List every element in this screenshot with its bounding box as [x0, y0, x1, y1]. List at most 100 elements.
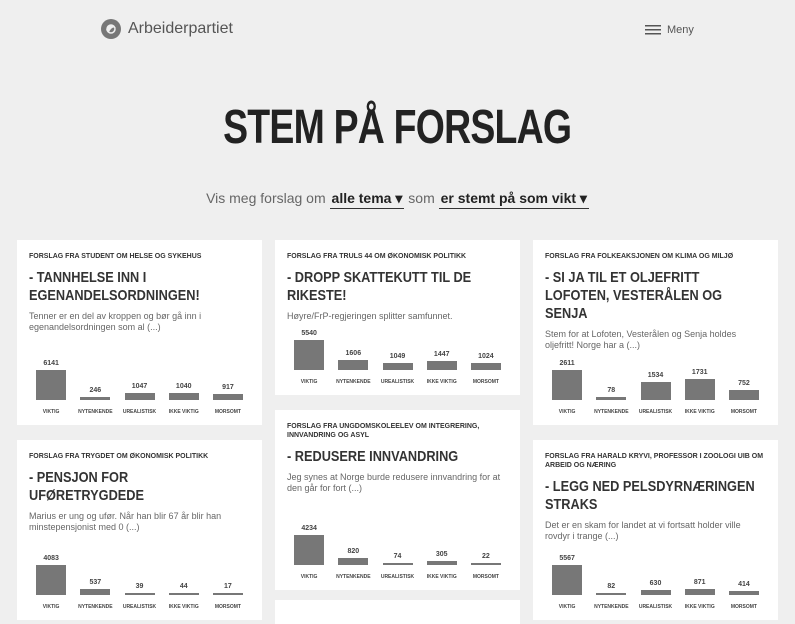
proposal-title: - REDUSERE INNVANDRING	[287, 448, 459, 465]
vote-count: 537	[89, 579, 102, 587]
vote-count: 1047	[131, 383, 148, 391]
page-title: STEM PÅ FORSLAG	[0, 100, 795, 155]
vote-label: NYTENKENDE	[78, 409, 113, 415]
about-label: OM	[751, 453, 764, 460]
vote-count: 5567	[559, 555, 575, 562]
vote-count: 44	[179, 582, 188, 590]
topic: HELSE OG SYKEHUS	[129, 253, 202, 260]
proposal-card[interactable]: FORSLAG FRA STUDENT OM HELSE OG SYKEHUS -…	[17, 240, 262, 425]
vote-bar	[640, 381, 671, 400]
vote-column: 1447 IKKE VIKTIG	[420, 313, 464, 385]
vote-label: NYTENKENDE	[336, 379, 371, 385]
proposal-card[interactable]: FORSLAG FRA TRYGDET OM ØKONOMISK POLITIK…	[17, 440, 262, 620]
vote-label: IKKE VIKTIG	[168, 604, 199, 610]
vote-label: IKKE VIKTIG	[168, 409, 199, 415]
filter-prefix: Vis meg forslag om	[206, 190, 326, 206]
menu-button[interactable]: Meny	[645, 24, 694, 36]
vote-label: UREALISTISK	[638, 409, 673, 415]
vote-bar	[596, 397, 627, 400]
vote-bar	[470, 562, 501, 565]
proposal-card[interactable]: FORSLAG FRA HARALD KRYVI, PROFESSOR I ZO…	[533, 440, 778, 620]
vote-column: 820 NYTENKENDE	[331, 508, 375, 580]
vote-label: VIKTIG	[558, 604, 576, 610]
vote-bar	[684, 588, 715, 595]
vote-column: 752 MORSOMT	[722, 343, 766, 415]
vote-chart: 6141 VIKTIG 246 NYTENKENDE 1047 UREALISTISK 10…	[29, 343, 250, 415]
vote-count: 17	[224, 582, 232, 590]
vote-count: 4083	[43, 555, 59, 562]
topic: ØKONOMISK POLITIKK	[129, 453, 209, 460]
proposal-source: FORSLAG FRA FOLKEAKSJONEN OM KLIMA OG MI…	[545, 252, 766, 261]
proposal-card[interactable]: FORSLAG FRA FOLKEAKSJONEN OM KLIMA OG MI…	[533, 240, 778, 425]
vote-count: 246	[89, 386, 102, 394]
vote-label: MORSOMT	[214, 409, 241, 415]
proposal-source: FORSLAG FRA UNGDOMSKOLEELEV OM INTEGRERI…	[287, 422, 508, 440]
proposal-source: FORSLAG FRA TRULS 44 OM ØKONOMISK POLITI…	[287, 252, 508, 261]
from-label: FORSLAG FRA	[545, 253, 596, 260]
vote-count: 78	[607, 387, 616, 395]
proposal-card[interactable]: FORSLAG FRA TRULS 44 OM ØKONOMISK POLITI…	[275, 240, 520, 395]
source: TRYGDET	[81, 453, 115, 460]
menu-label: Meny	[667, 24, 694, 36]
source: HARALD KRYVI, PROFESSOR I ZOOLOGI UIB	[597, 453, 750, 460]
vote-column: 44 IKKE VIKTIG	[162, 538, 206, 610]
vote-count: 1040	[175, 383, 192, 391]
proposal-title: - SI JA TIL ET OLJEFRITT LOFOTEN, VESTER…	[545, 269, 723, 322]
vote-bar	[168, 592, 199, 595]
proposal-title: - LEGG NED PELSDYRNÆRINGEN STRAKS	[545, 478, 755, 513]
from-label: FORSLAG FRA	[29, 253, 80, 260]
vote-count: 22	[482, 552, 490, 560]
vote-bar	[338, 557, 369, 565]
topic: ARBEID OG NÆRING	[545, 462, 617, 469]
card-peek[interactable]	[275, 600, 520, 624]
vote-count: 752	[738, 379, 750, 387]
vote-bar	[294, 535, 325, 565]
vote-count: 820	[347, 547, 360, 555]
vote-label: NYTENKENDE	[336, 574, 371, 580]
vote-label: NYTENKENDE	[78, 604, 113, 610]
vote-label: MORSOMT	[472, 379, 499, 385]
vote-label: MORSOMT	[730, 604, 757, 610]
filter: Vis meg forslag om alle tema ▾ som er st…	[0, 190, 795, 209]
topic-select[interactable]: alle tema ▾	[329, 190, 405, 209]
vote-column: 5540 VIKTIG	[287, 313, 331, 385]
vote-bar	[212, 592, 243, 595]
vote-bar	[294, 340, 325, 370]
vote-chart: 5567 VIKTIG 82 NYTENKENDE 630 UREALISTISK 871 I…	[545, 538, 766, 610]
proposal-title: - DROPP SKATTEKUTT TIL DE RIKESTE!	[287, 269, 472, 304]
vote-chart: 4234 VIKTIG 820 NYTENKENDE 74 UREALISTISK 305 I…	[287, 508, 508, 580]
vote-bar	[728, 590, 759, 595]
vote-bar	[212, 393, 243, 400]
vote-column: 1534 UREALISTISK	[633, 343, 677, 415]
proposal-text: Stem for at Lofoten, Vesterålen og Senja…	[545, 329, 737, 350]
vote-count: 39	[135, 582, 144, 590]
proposal-card[interactable]: FORSLAG FRA UNGDOMSKOLEELEV OM INTEGRERI…	[275, 410, 520, 590]
screen: Arbeiderpartiet Meny STEM PÅ FORSLAG Vis…	[0, 18, 795, 624]
vote-column: 1024 MORSOMT	[464, 313, 508, 385]
logo	[101, 19, 121, 39]
brand[interactable]: Arbeiderpartiet	[100, 18, 233, 40]
from-label: FORSLAG FRA	[287, 253, 338, 260]
filter-middle: som	[408, 190, 435, 206]
vote-bar	[382, 362, 413, 370]
vote-column: 82 NYTENKENDE	[589, 538, 633, 610]
vote-label: NYTENKENDE	[594, 604, 629, 610]
source: FOLKEAKSJONEN	[597, 253, 660, 260]
vote-label: MORSOMT	[214, 604, 241, 610]
page-title-text: STEM PÅ FORSLAG	[223, 101, 572, 154]
vote-count: 74	[393, 552, 402, 560]
vote-bar	[470, 362, 501, 370]
vote-column: 17 MORSOMT	[206, 538, 250, 610]
vote-label: VIKTIG	[300, 574, 318, 580]
source: STUDENT	[81, 253, 115, 260]
vote-column: 1047 UREALISTISK	[117, 343, 161, 415]
vote-label: UREALISTISK	[638, 604, 673, 610]
vote-count: 1024	[478, 352, 494, 360]
vote-count: 630	[649, 579, 662, 587]
vote-column: 537 NYTENKENDE	[73, 538, 117, 610]
vote-count: 1049	[389, 352, 406, 360]
vote-select[interactable]: er stemt på som vikt ▾	[438, 190, 589, 209]
vote-value: er stemt på som vikt	[440, 190, 577, 206]
vote-label: VIKTIG	[558, 409, 576, 415]
source: UNGDOMSKOLEELEV	[339, 423, 414, 430]
